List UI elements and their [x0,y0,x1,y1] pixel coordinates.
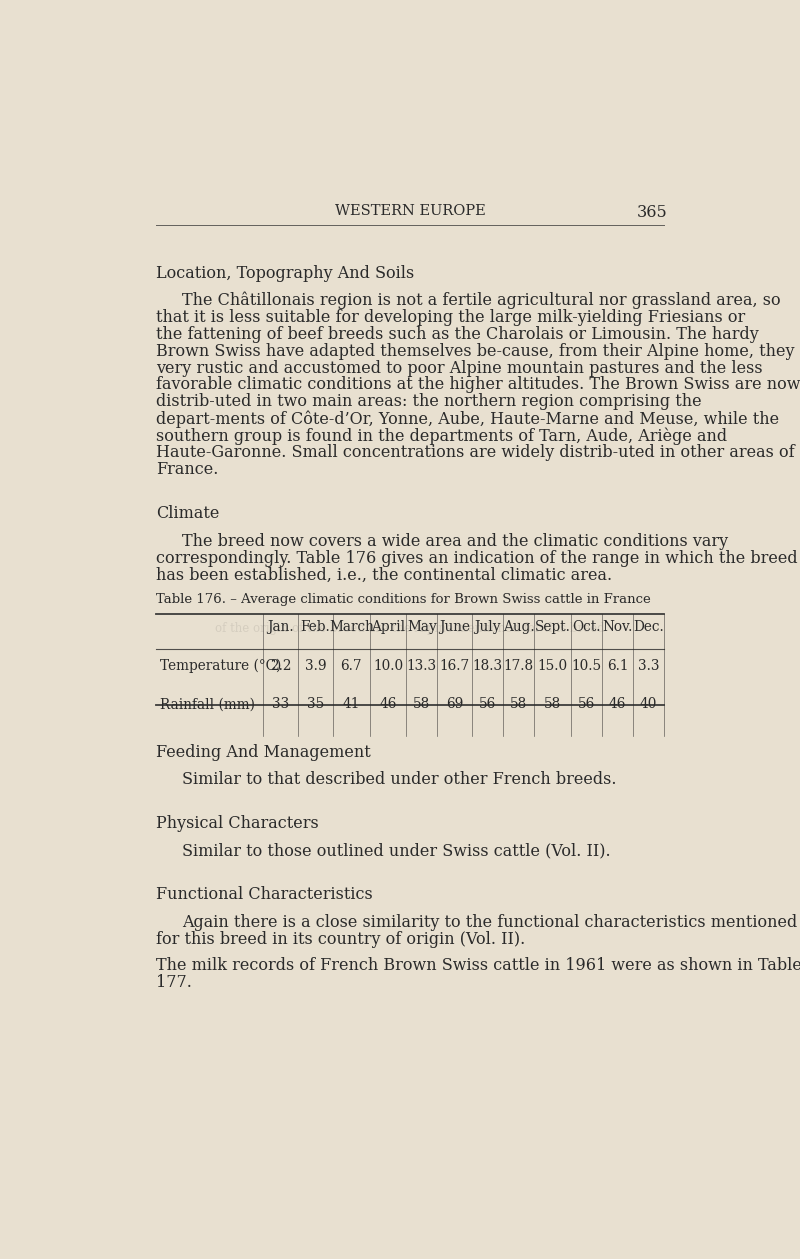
Text: 40: 40 [640,697,658,711]
Text: Feeding And Management: Feeding And Management [156,744,370,760]
Text: 69: 69 [446,697,463,711]
Text: Haute-Garonne. Small concentrations are widely distrib-uted in other areas of: Haute-Garonne. Small concentrations are … [156,444,794,461]
Text: 2.2: 2.2 [270,658,291,672]
Text: of the origin of the breed are the Alpine mentioned for this breed: of the origin of the breed are the Alpin… [215,622,605,635]
Text: 3.3: 3.3 [638,658,659,672]
Text: 15.0: 15.0 [538,658,568,672]
Text: Oct.: Oct. [572,619,601,633]
Text: for this breed in its country of origin (Vol. II).: for this breed in its country of origin … [156,930,525,948]
Text: Sept.: Sept. [535,619,570,633]
Text: depart-ments of Côte-d’Or, Yonne, Aube, Haute-Marne and Meuse, while the: depart-ments of Côte-d’Or, Yonne, Aube, … [156,410,779,428]
Text: has been established, i.e., the continental climatic area.: has been established, i.e., the continen… [156,567,612,583]
Text: Climate: Climate [156,505,219,522]
Text: 10.5: 10.5 [571,658,602,672]
Text: 17.8: 17.8 [504,658,534,672]
Text: that it is less suitable for developing the large milk-yielding Friesians or: that it is less suitable for developing … [156,308,745,326]
Text: The breed now covers a wide area and the climatic conditions vary: The breed now covers a wide area and the… [182,533,728,549]
Text: 33: 33 [272,697,289,711]
Text: 10.0: 10.0 [373,658,403,672]
Text: 58: 58 [414,697,430,711]
Text: The milk records of French Brown Swiss cattle in 1961 were as shown in Table: The milk records of French Brown Swiss c… [156,957,800,974]
Text: Temperature (°C): Temperature (°C) [159,658,281,674]
Text: Aug.: Aug. [503,619,534,633]
Text: July: July [474,619,501,633]
Text: 16.7: 16.7 [440,658,470,672]
Text: 177.: 177. [156,974,192,991]
Text: 46: 46 [609,697,626,711]
Text: June: June [439,619,470,633]
Text: Again there is a close similarity to the functional characteristics mentioned: Again there is a close similarity to the… [182,914,797,930]
Text: distrib-uted in two main areas: the northern region comprising the: distrib-uted in two main areas: the nort… [156,393,702,410]
Text: 6.1: 6.1 [607,658,628,672]
Text: WESTERN EUROPE: WESTERN EUROPE [334,204,486,218]
Text: March: March [329,619,374,633]
Text: Physical Characters: Physical Characters [156,815,318,832]
Text: correspondingly. Table 176 gives an indication of the range in which the breed: correspondingly. Table 176 gives an indi… [156,549,798,567]
Text: Jan.: Jan. [267,619,294,633]
Text: 3.9: 3.9 [305,658,326,672]
Text: Location, Topography And Soils: Location, Topography And Soils [156,264,414,282]
Text: 35: 35 [307,697,324,711]
Text: May: May [407,619,437,633]
Text: southern group is found in the departments of Tarn, Aude, Ariège and: southern group is found in the departmen… [156,427,727,444]
Text: Table 176. – Average climatic conditions for Brown Swiss cattle in France: Table 176. – Average climatic conditions… [156,593,650,606]
Text: Rainfall (mm): Rainfall (mm) [159,697,254,711]
Text: Functional Characteristics: Functional Characteristics [156,886,373,904]
Text: The Châtillonais region is not a fertile agricultural nor grassland area, so: The Châtillonais region is not a fertile… [182,292,781,310]
Text: 56: 56 [578,697,595,711]
Text: 41: 41 [342,697,360,711]
Text: 46: 46 [379,697,397,711]
Text: Dec.: Dec. [634,619,664,633]
Text: Feb.: Feb. [301,619,330,633]
Text: Similar to that described under other French breeds.: Similar to that described under other Fr… [182,771,616,788]
Text: Similar to those outlined under Swiss cattle (Vol. II).: Similar to those outlined under Swiss ca… [182,842,610,860]
Text: 6.7: 6.7 [341,658,362,672]
Text: favorable climatic conditions at the higher altitudes. The Brown Swiss are now: favorable climatic conditions at the hig… [156,376,800,394]
Text: April: April [371,619,405,633]
Text: 13.3: 13.3 [406,658,437,672]
Text: Brown Swiss have adapted themselves be-cause, from their Alpine home, they are: Brown Swiss have adapted themselves be-c… [156,342,800,360]
Text: 58: 58 [544,697,562,711]
Text: Nov.: Nov. [602,619,633,633]
Text: 18.3: 18.3 [473,658,503,672]
Text: 365: 365 [637,204,667,222]
Text: France.: France. [156,461,218,478]
Text: 58: 58 [510,697,527,711]
Text: 56: 56 [479,697,497,711]
Text: very rustic and accustomed to poor Alpine mountain pastures and the less: very rustic and accustomed to poor Alpin… [156,360,762,376]
Text: the fattening of beef breeds such as the Charolais or Limousin. The hardy: the fattening of beef breeds such as the… [156,326,758,342]
